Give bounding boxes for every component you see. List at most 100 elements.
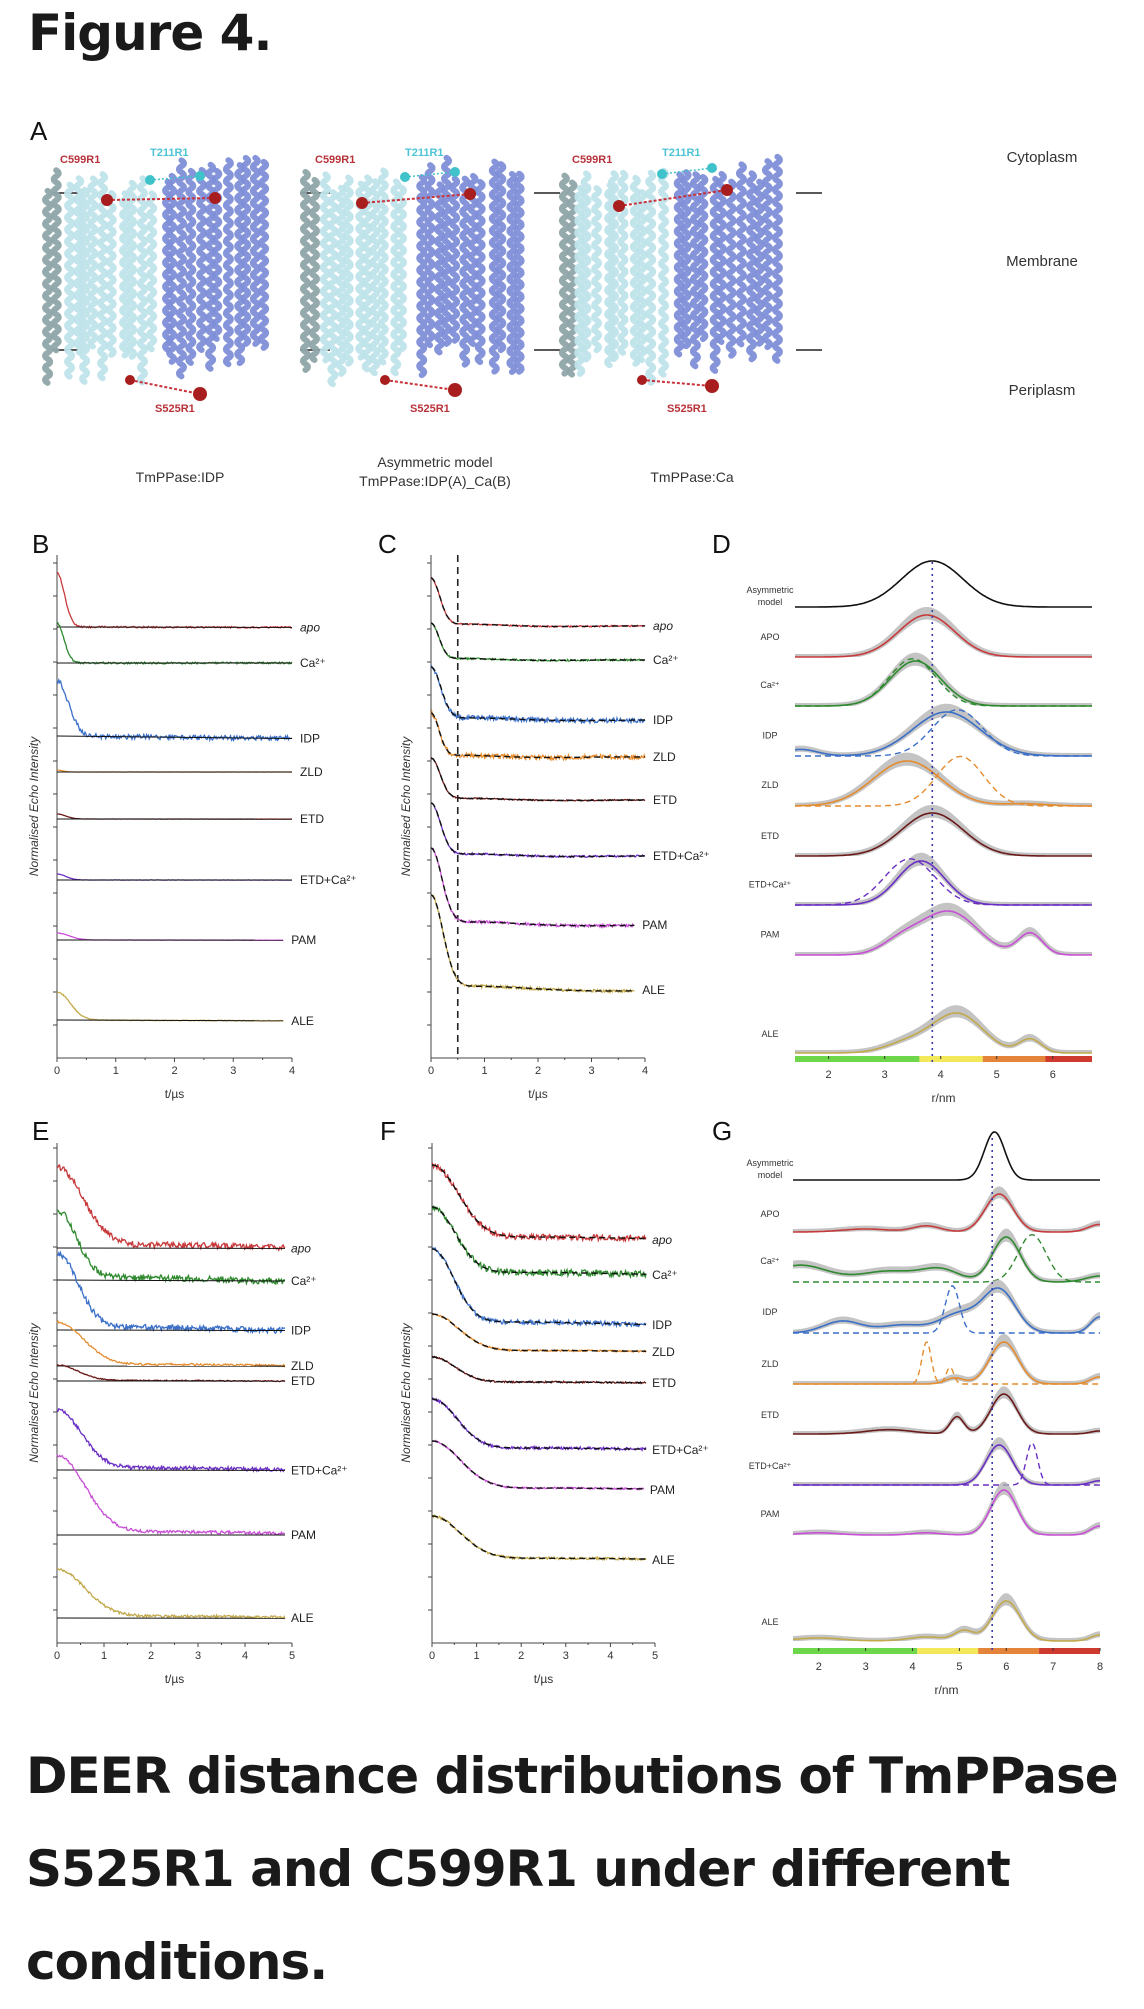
spin-label-s525r1-a <box>125 375 135 385</box>
predicted-distribution-idp <box>793 1286 1100 1333</box>
x-tick-label: 4 <box>289 1065 295 1077</box>
distribution-apo <box>795 615 1092 657</box>
trace-pam <box>57 933 283 940</box>
reliability-bar-orange <box>983 1056 1046 1062</box>
series-label-zld: ZLD <box>653 750 676 764</box>
helix-chain-b <box>729 182 734 356</box>
helix-chain-b <box>419 177 424 375</box>
confidence-band-zld <box>795 753 1092 806</box>
distribution-etd <box>793 1394 1100 1434</box>
x-tick-label: 3 <box>863 1661 869 1673</box>
y-axis-label: Normalised Echo Intensity <box>399 736 413 876</box>
series-label-zld: ZLD <box>291 1359 314 1373</box>
distribution-etdca <box>793 1445 1100 1485</box>
helix-chain-b <box>179 160 184 376</box>
series-label-pam: PAM <box>761 1509 780 1519</box>
helix-chain-b <box>684 172 689 346</box>
helix-chain-b <box>509 174 514 372</box>
x-tick-label: 6 <box>1003 1661 1009 1673</box>
distribution-pam <box>793 1490 1100 1535</box>
x-tick-label: 2 <box>535 1065 541 1077</box>
x-tick-label: 4 <box>607 1650 613 1662</box>
x-tick-label: 8 <box>1097 1661 1103 1673</box>
series-label-zld: ZLD <box>761 1359 779 1369</box>
region-label-cytoplasm: Cytoplasm <box>1007 149 1078 166</box>
trace-apo <box>57 573 292 628</box>
x-tick-label: 3 <box>230 1065 236 1077</box>
structure-title: TmPPase:IDP <box>136 469 225 485</box>
trace-ale <box>432 1515 646 1560</box>
model-fit-etdca <box>432 1399 646 1449</box>
series-label-zld: ZLD <box>761 780 779 790</box>
distribution-etdca <box>795 861 1092 905</box>
panel-letter-d: D <box>712 529 731 559</box>
helix-chain-b <box>437 184 442 352</box>
background-fit-ale <box>57 1020 283 1021</box>
x-axis-label: t/µs <box>165 1672 185 1686</box>
series-label-idp: IDP <box>762 730 777 740</box>
spin-label-t211r1-a <box>657 169 667 179</box>
x-tick-label: 2 <box>826 1069 832 1081</box>
trace-apo <box>432 1163 646 1241</box>
helix-chain-a <box>399 187 404 349</box>
confidence-band-ale <box>793 1593 1100 1641</box>
x-tick-label: 0 <box>428 1065 434 1077</box>
y-axis-label: Normalised Echo Intensity <box>27 736 41 876</box>
x-tick-label: 2 <box>518 1650 524 1662</box>
helix-chain-b <box>452 179 457 341</box>
helix-chain-b <box>765 161 770 347</box>
x-axis-label: r/nm <box>935 1683 959 1697</box>
panel-letter-c: C <box>378 529 397 559</box>
series-label-etd: ETD <box>761 1410 780 1420</box>
x-axis-label: t/µs <box>165 1087 185 1101</box>
spin-label-c599r1-a <box>613 200 625 212</box>
trace-etd <box>432 1357 646 1384</box>
x-tick-label: 1 <box>113 1065 119 1077</box>
predicted-distribution-etdca <box>795 859 1092 905</box>
helix-chain-a <box>570 183 575 375</box>
series-label-ale: ALE <box>291 1014 314 1028</box>
helix-chain-b <box>444 158 449 344</box>
series-label-etd: ETD <box>300 812 324 826</box>
helix-chain-b <box>226 160 231 364</box>
helix-chain-b <box>428 165 433 345</box>
x-tick-label: 5 <box>956 1661 962 1673</box>
series-label-ca: Ca²⁺ <box>760 680 780 690</box>
helix-chain-a <box>648 173 653 383</box>
confidence-band-etdca <box>793 1437 1100 1485</box>
spin-label-s525r1-a <box>637 375 647 385</box>
distribution-idp <box>793 1288 1100 1333</box>
series-label-etd: ETD <box>653 793 677 807</box>
region-label-membrane: Membrane <box>1006 253 1078 270</box>
trace-apo <box>57 1165 285 1250</box>
helix-chain-a <box>562 176 567 374</box>
panel-letter-f: F <box>380 1116 396 1146</box>
site-label-s525r1: S525R1 <box>667 403 707 415</box>
structure-subtitle: TmPPase:IDP(A)_Ca(B) <box>359 473 511 489</box>
model-fit-etd <box>431 758 645 800</box>
spin-label-t211r1-a <box>145 175 155 185</box>
trace-ca <box>431 623 645 661</box>
series-label-model-line2: model <box>758 1170 783 1180</box>
series-label-etdca: ETD+Ca²⁺ <box>653 849 710 863</box>
confidence-band-apo <box>795 607 1092 657</box>
x-tick-label: 2 <box>148 1650 154 1662</box>
trace-etdca <box>432 1398 646 1450</box>
helix-chain-b <box>471 176 476 344</box>
series-label-apo: apo <box>653 619 673 633</box>
helix-chain-a <box>620 173 625 353</box>
figure-caption: DEER distance distributions of TmPPase S… <box>26 1730 1126 2009</box>
x-tick-label: 4 <box>642 1065 648 1077</box>
site-label-c599r1: C599R1 <box>60 154 100 166</box>
helix-chain-a <box>122 193 127 355</box>
reliability-bar-red <box>1039 1648 1100 1654</box>
series-label-model-line1: Asymmetric <box>747 585 794 595</box>
panel-letter-b: B <box>32 529 49 559</box>
protein-structure <box>562 157 780 393</box>
protein-structure <box>45 158 266 401</box>
helix-chain-a <box>381 170 386 362</box>
distribution-idp <box>795 712 1092 756</box>
helix-chain-a <box>129 183 134 357</box>
